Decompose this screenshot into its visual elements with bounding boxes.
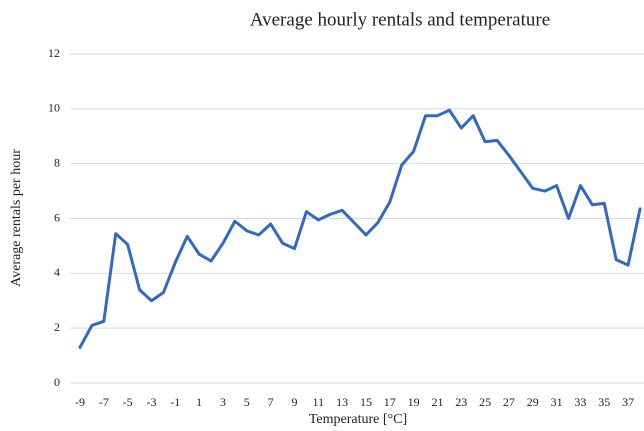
x-tick-label: 1 [196,395,202,409]
y-axis-title: Average rentals per hour [9,149,24,287]
x-tick-label: -9 [75,395,85,409]
x-tick-label: 9 [291,395,297,409]
x-tick-label: 33 [574,395,586,409]
x-tick-label: -5 [123,395,133,409]
x-tick-label: -3 [146,395,156,409]
x-tick-label: 19 [408,395,420,409]
x-tick-label: 7 [268,395,274,409]
y-tick-label: 10 [48,101,60,115]
data-line [78,108,642,349]
x-tick-label: 15 [360,395,372,409]
x-tick-label: 29 [527,395,539,409]
x-tick-label: 3 [220,395,226,409]
y-tick-label: 0 [54,375,60,389]
x-tick-label: 5 [244,395,250,409]
x-tick-label: 35 [598,395,610,409]
x-tick-label: 23 [455,395,467,409]
x-tick-label: 25 [479,395,491,409]
chart-title: Average hourly rentals and temperature [250,9,550,30]
y-tick-label: 6 [54,210,60,224]
x-tick-label: 13 [336,395,348,409]
x-tick-label: 21 [431,395,443,409]
x-tick-label: 27 [503,395,515,409]
y-tick-label: 8 [54,155,60,169]
x-tick-label: -1 [170,395,180,409]
y-tick-label: 4 [54,265,60,279]
x-tick-label: 11 [313,395,325,409]
y-tick-label: 12 [48,46,60,60]
y-tick-label: 2 [54,320,60,334]
x-tick-label: 31 [551,395,563,409]
x-tick-label: 17 [384,395,396,409]
x-tick-label: 37 [622,395,634,409]
x-axis-title: Temperature [°C] [309,412,407,427]
x-tick-label: -7 [99,395,109,409]
